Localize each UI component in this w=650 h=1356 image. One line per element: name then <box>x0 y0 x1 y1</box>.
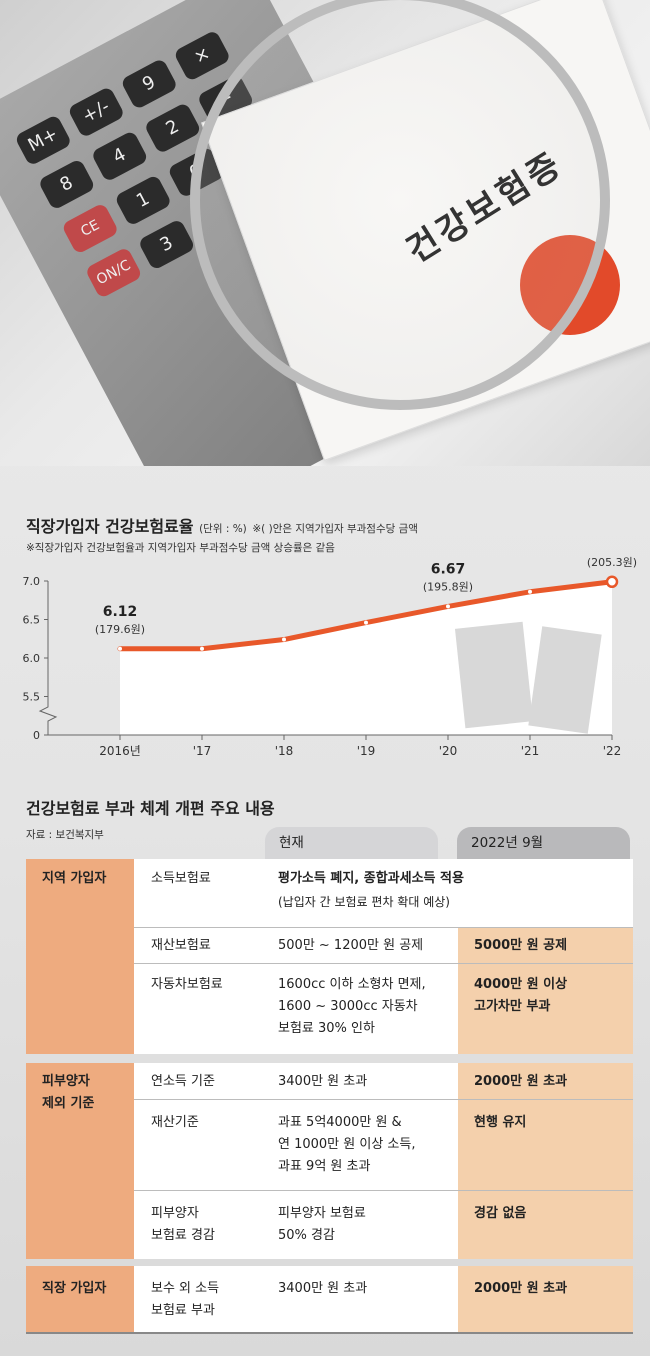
group-name: 지역 가입자 <box>42 871 107 886</box>
document-icon <box>528 626 602 734</box>
calc-key: M+ <box>14 114 73 167</box>
table-source: 자료 : 보건복지부 <box>26 829 104 841</box>
row-item: 소득보험료 <box>151 871 211 886</box>
row-current: 1600cc 이하 소형차 면제, 1600 ~ 3000cc 자동차 보험료 … <box>278 977 426 1036</box>
x-tick-label: '22 <box>603 744 622 758</box>
data-label: 6.12 <box>103 604 138 620</box>
row-current-sub: (납입자 간 보험료 편차 확대 예상) <box>278 895 450 909</box>
x-tick-label: '18 <box>275 744 294 758</box>
calc-key: 1 <box>114 174 173 227</box>
row-current: 3400만 원 초과 <box>278 1074 368 1089</box>
header-photo: M+ +/- 9 × 8 4 2 − CE 1 0 ÷ ON/C 3 건강보험증 <box>0 0 650 466</box>
data-point <box>200 646 204 651</box>
calc-key: 8 <box>37 158 96 211</box>
row-current: 500만 ~ 1200만 원 공제 <box>278 938 424 953</box>
group-name: 피부양자 제외 기준 <box>42 1074 95 1111</box>
x-tick-label: '17 <box>193 744 212 758</box>
row-new: 경감 없음 <box>474 1206 527 1221</box>
row-item: 재산기준 <box>151 1115 199 1130</box>
group-employee <box>26 1266 633 1334</box>
data-point <box>446 604 450 609</box>
group-dependents <box>26 1063 633 1259</box>
data-sublabel: (179.6원) <box>95 623 145 636</box>
row-current: 과표 5억4000만 원 & 연 1000만 원 이상 소득, 과표 9억 원 … <box>278 1115 416 1174</box>
data-sublabel: (195.8원) <box>423 580 473 593</box>
row-current: 평가소득 폐지, 종합과세소득 적용 <box>278 871 464 886</box>
magnifier-image <box>190 0 610 410</box>
calc-key: 9 <box>120 57 179 111</box>
data-point <box>605 575 619 589</box>
row-current: 3400만 원 초과 <box>278 1281 368 1296</box>
y-tick-label: 6.5 <box>23 614 41 627</box>
y-tick-label: 6.0 <box>23 652 41 665</box>
x-tick-label: '20 <box>439 744 458 758</box>
data-sublabel: (205.3원) <box>587 556 637 569</box>
calc-key: 4 <box>90 129 149 183</box>
row-item: 보수 외 소득 보험료 부과 <box>151 1281 220 1318</box>
data-point <box>528 589 532 594</box>
row-current: 피부양자 보험료 50% 경감 <box>278 1206 366 1243</box>
data-point <box>118 646 122 651</box>
header-current: 현재 <box>265 827 438 859</box>
row-new: 2000만 원 초과 <box>474 1074 568 1089</box>
data-point <box>282 637 286 642</box>
row-item: 자동차보험료 <box>151 977 223 992</box>
row-new: 2000만 원 초과 <box>474 1281 568 1296</box>
row-item: 재산보험료 <box>151 938 211 953</box>
data-label: 6.67 <box>431 561 466 577</box>
row-new: 현행 유지 <box>474 1115 527 1130</box>
data-point <box>364 620 368 625</box>
group-regional <box>26 859 633 1054</box>
calc-key: +/- <box>67 85 126 139</box>
group-name: 직장 가입자 <box>42 1281 107 1296</box>
calc-key: 2 <box>143 101 202 155</box>
x-tick-label: '21 <box>521 744 540 758</box>
y-tick-label: 5.5 <box>23 691 41 704</box>
chart-note: ※직장가입자 건강보험율과 지역가입자 부과점수당 금액 상승률은 같음 <box>26 542 335 554</box>
document-icon <box>454 621 534 729</box>
calc-key: 3 <box>137 218 196 271</box>
header-new: 2022년 9월 <box>457 827 630 859</box>
row-item: 연소득 기준 <box>151 1074 215 1089</box>
calc-key: × <box>173 29 232 83</box>
calc-key-on: ON/C <box>84 246 143 300</box>
calc-key-ce: CE <box>61 202 120 255</box>
row-new: 4000만 원 이상 고가차만 부과 <box>474 977 568 1014</box>
x-tick-label: '19 <box>357 744 376 758</box>
line-chart: 0 5.5 6.0 6.5 7.0 2016년 '17 '18 '19 '20 '21 '22 6.12… <box>23 556 638 758</box>
chart-title: 직장가입자 건강보험료율 (단위 : %) ※( )안은 지역가입자 부과점수당… <box>26 517 418 536</box>
y-axis-with-break <box>38 581 58 735</box>
row-item: 피부양자 보험료 경감 <box>151 1206 215 1243</box>
y-tick-label: 7.0 <box>23 575 41 588</box>
row-new: 5000만 원 공제 <box>474 938 568 953</box>
x-tick-label: 2016년 <box>99 744 141 758</box>
table-title: 건강보험료 부과 체계 개편 주요 내용 <box>26 799 275 818</box>
y-tick-label: 0 <box>33 729 40 742</box>
